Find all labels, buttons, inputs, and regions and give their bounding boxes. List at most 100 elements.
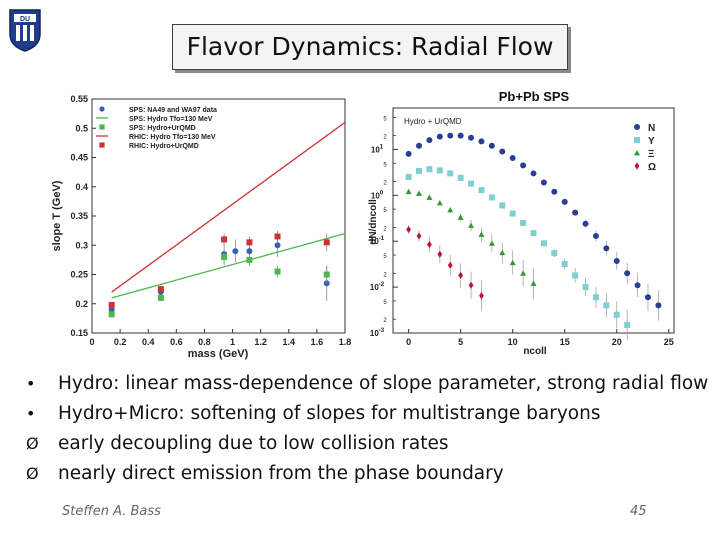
left-y-ticks: 0.15 0.2 0.25 0.3 0.35 0.4 0.45 0.5 0.55 bbox=[70, 94, 96, 338]
data-point bbox=[572, 209, 579, 216]
x-tick-label: 0 bbox=[406, 337, 411, 347]
right-chart-title: Pb+Pb SPS bbox=[499, 89, 570, 104]
bullet-list: • Hydro: linear mass-dependence of slope… bbox=[26, 373, 716, 493]
data-point bbox=[426, 166, 433, 173]
data-point bbox=[520, 219, 527, 226]
y-minor-tick-label: 5 bbox=[383, 254, 387, 260]
legend-marker bbox=[634, 150, 640, 156]
arrow-bullet-marker: Ø bbox=[26, 434, 39, 453]
left-chart: 0 0.2 0.4 0.6 0.8 1 1.2 1.4 1.6 1.8 0.150.20.250.… bbox=[51, 94, 351, 360]
data-point bbox=[530, 280, 537, 286]
data-point bbox=[572, 272, 579, 279]
bullet-marker: • bbox=[26, 404, 36, 423]
legend-marker bbox=[99, 106, 105, 112]
data-point bbox=[468, 222, 475, 228]
data-point bbox=[221, 236, 228, 243]
legend-marker bbox=[634, 162, 640, 170]
legend-label: SPS: Hydro Tfo=130 MeV bbox=[129, 116, 213, 123]
data-point bbox=[644, 294, 651, 301]
data-point bbox=[561, 260, 568, 267]
y-tick-label: 0.25 bbox=[70, 270, 88, 280]
footer-author: Steffen A. Bass bbox=[62, 504, 161, 519]
data-point bbox=[479, 292, 484, 300]
left-legend: SPS: NA49 and WA97 data SPS: Hydro Tfo=13… bbox=[96, 106, 217, 150]
legend-label: Y bbox=[648, 136, 655, 147]
data-point bbox=[540, 240, 547, 247]
legend-marker bbox=[99, 142, 105, 148]
legend-marker bbox=[634, 124, 640, 130]
right-y-axis-label: dN/dncoll bbox=[368, 199, 379, 245]
model-line bbox=[111, 232, 346, 299]
left-model-lines bbox=[111, 121, 346, 299]
right-data-points bbox=[405, 132, 662, 341]
data-point bbox=[406, 225, 412, 234]
data-point bbox=[436, 133, 443, 140]
data-point bbox=[603, 302, 610, 309]
data-point bbox=[582, 220, 589, 227]
slide-title: Flavor Dynamics: Radial Flow bbox=[186, 32, 554, 61]
data-point bbox=[499, 148, 506, 155]
bullet-text: Hydro: linear mass-dependence of slope p… bbox=[58, 373, 709, 394]
y-tick-label: 10-1 bbox=[370, 236, 385, 246]
data-point bbox=[634, 282, 641, 289]
y-minor-tick-label: 5 bbox=[383, 208, 387, 214]
legend-label: RHIC: Hydro Tfo=130 MeV bbox=[129, 134, 216, 141]
data-point bbox=[520, 270, 527, 276]
data-point bbox=[436, 200, 443, 206]
data-point bbox=[613, 258, 620, 265]
y-tick-label: 0.3 bbox=[75, 240, 88, 250]
data-point bbox=[520, 162, 527, 169]
right-x-ticks: 0 5 10 15 20 25 bbox=[406, 329, 674, 347]
data-point bbox=[540, 179, 547, 186]
data-point bbox=[405, 188, 412, 195]
data-point bbox=[108, 306, 115, 313]
data-point bbox=[499, 249, 506, 256]
data-point bbox=[221, 253, 228, 260]
left-x-axis-label: mass (GeV) bbox=[188, 348, 249, 360]
legend-label: SPS: NA49 and WA97 data bbox=[129, 107, 217, 114]
data-point bbox=[323, 271, 330, 278]
data-point bbox=[246, 256, 253, 263]
data-point bbox=[613, 311, 620, 318]
y-tick-label: 100 bbox=[371, 190, 384, 200]
data-point bbox=[509, 155, 516, 162]
data-point bbox=[426, 137, 433, 144]
data-point bbox=[530, 230, 537, 237]
x-tick-label: 1.6 bbox=[311, 337, 324, 347]
y-tick-label: 10-2 bbox=[370, 282, 385, 292]
bullet-marker: • bbox=[26, 374, 36, 393]
shield-icon: DU bbox=[9, 9, 41, 52]
data-point bbox=[416, 190, 423, 196]
logo-text: DU bbox=[20, 16, 30, 23]
y-minor-tick-label: 2 bbox=[383, 181, 387, 187]
data-point bbox=[624, 321, 631, 328]
y-tick-label: 0.55 bbox=[70, 94, 88, 104]
legend-label: Ω bbox=[648, 162, 656, 173]
university-logo: DU bbox=[8, 8, 42, 52]
left-y-axis-label: slope T (GeV) bbox=[51, 180, 63, 251]
data-point bbox=[468, 180, 475, 187]
y-tick-label: 101 bbox=[371, 144, 384, 154]
data-point bbox=[416, 167, 423, 174]
data-point bbox=[624, 270, 631, 277]
bullet-text: Hydro+Micro: softening of slopes for mul… bbox=[58, 403, 601, 424]
y-minor-tick-label: 2 bbox=[383, 135, 387, 141]
legend-label: RHIC: Hydro+UrQMD bbox=[129, 143, 199, 150]
data-point bbox=[447, 170, 454, 177]
legend-marker bbox=[634, 137, 640, 143]
bullet-text: early decoupling due to low collision ra… bbox=[58, 433, 449, 454]
data-point bbox=[478, 231, 485, 237]
model-line bbox=[111, 121, 346, 293]
y-minor-tick-label: 5 bbox=[383, 162, 387, 168]
data-point bbox=[488, 194, 495, 201]
data-point bbox=[323, 239, 330, 246]
data-point bbox=[592, 232, 599, 239]
x-tick-label: 1.4 bbox=[283, 337, 296, 347]
y-minor-tick-label: 5 bbox=[383, 300, 387, 306]
right-x-axis-label: ncoll bbox=[523, 346, 547, 357]
data-point bbox=[405, 150, 412, 157]
data-point bbox=[108, 311, 115, 318]
y-tick-label: 0.35 bbox=[70, 211, 88, 221]
data-point bbox=[274, 268, 281, 275]
